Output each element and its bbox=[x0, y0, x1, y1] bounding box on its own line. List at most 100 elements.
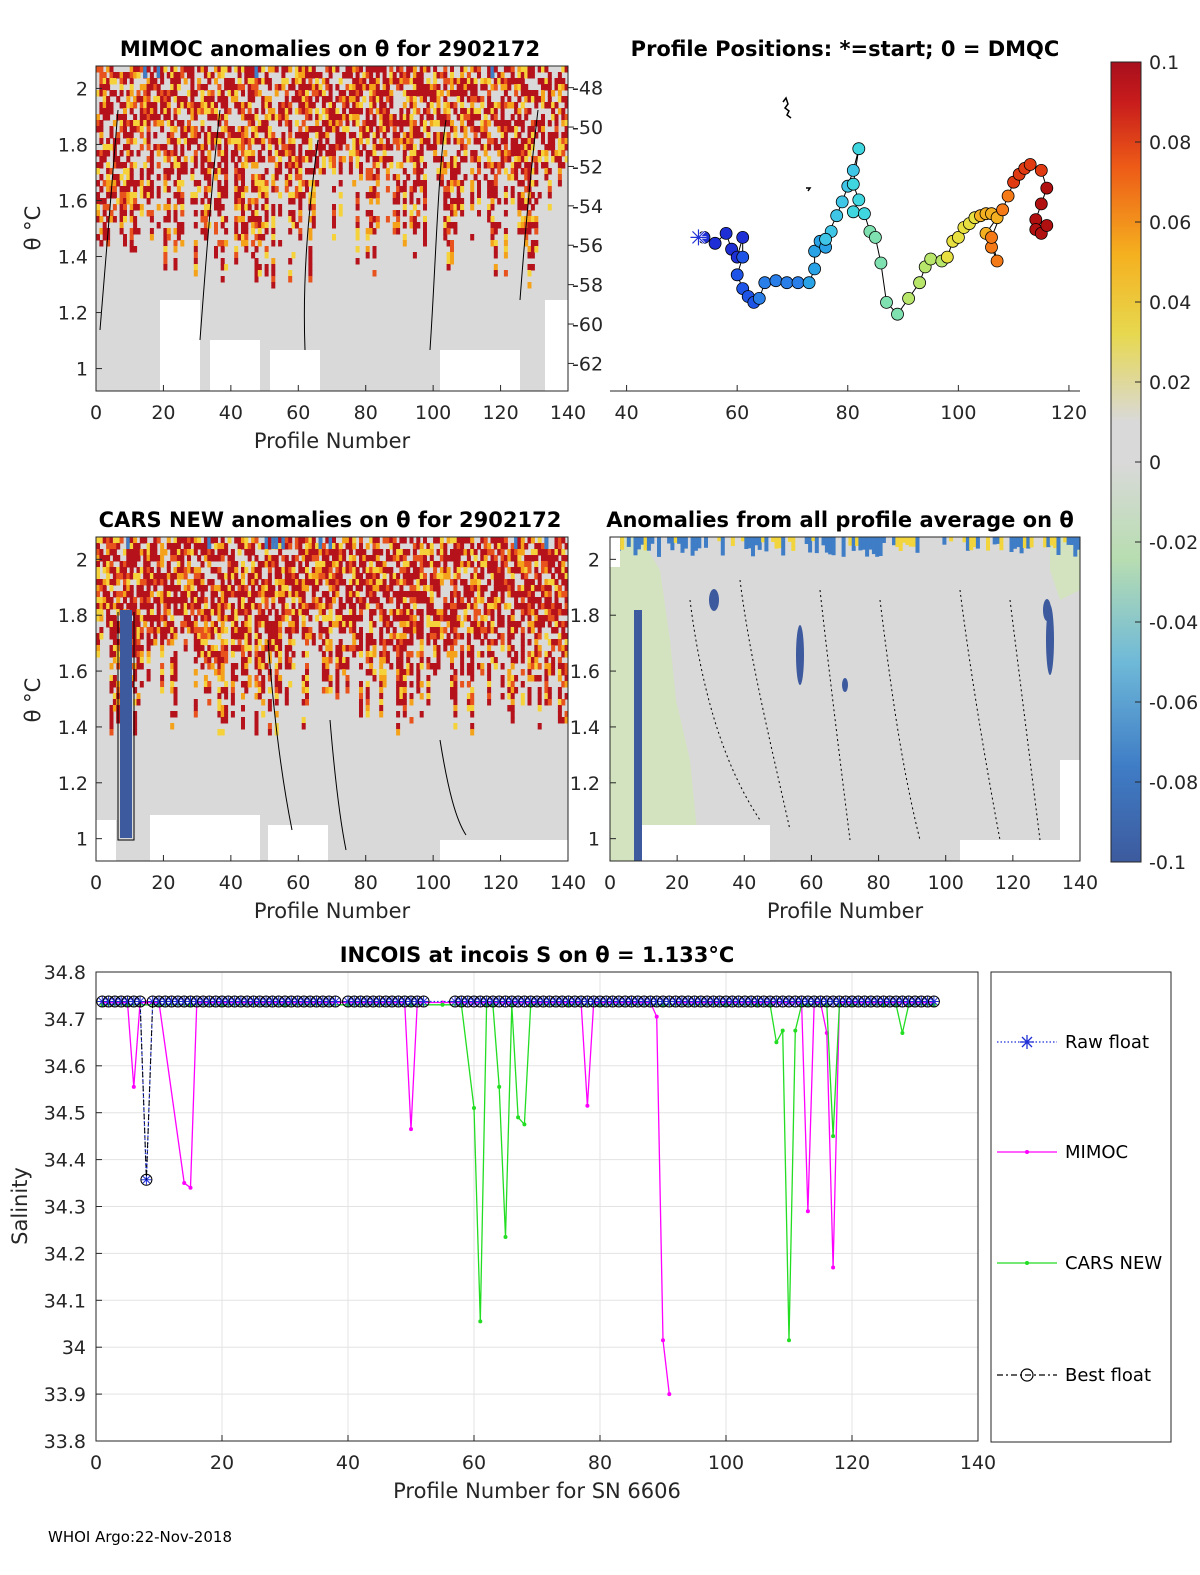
heatmap-cell bbox=[217, 705, 222, 712]
heatmap-cell bbox=[561, 561, 566, 568]
heatmap-cell bbox=[224, 162, 229, 169]
heatmap-cell bbox=[379, 585, 384, 592]
heatmap-cell bbox=[493, 555, 498, 562]
heatmap-cell bbox=[146, 114, 151, 121]
heatmap-cell bbox=[116, 543, 121, 550]
heatmap-cell bbox=[764, 537, 769, 552]
heatmap-cell bbox=[183, 621, 188, 628]
heatmap-cell bbox=[470, 84, 475, 91]
heatmap-cell bbox=[439, 627, 444, 634]
heatmap-cell bbox=[473, 126, 478, 133]
heatmap-cell bbox=[129, 561, 134, 568]
heatmap-cell bbox=[274, 150, 279, 157]
heatmap-cell bbox=[352, 102, 357, 109]
heatmap-cell bbox=[288, 627, 293, 634]
heatmap-cell bbox=[305, 96, 309, 103]
heatmap-cell bbox=[510, 543, 515, 550]
heatmap-cell bbox=[116, 537, 121, 544]
heatmap-cell bbox=[193, 246, 198, 253]
x-tick-label: 120 bbox=[482, 402, 518, 424]
heatmap-cell bbox=[230, 585, 235, 592]
heatmap-cell bbox=[193, 621, 198, 628]
heatmap-cell bbox=[328, 144, 333, 151]
heatmap-cell bbox=[493, 114, 498, 121]
heatmap-cell bbox=[241, 240, 245, 247]
heatmap-cell bbox=[365, 669, 370, 676]
heatmap-cell bbox=[544, 669, 549, 676]
heatmap-cell bbox=[321, 144, 326, 151]
heatmap-cell bbox=[112, 192, 117, 199]
heatmap-cell bbox=[308, 258, 313, 265]
heatmap-cell bbox=[173, 90, 178, 97]
heatmap-cell bbox=[453, 615, 458, 622]
heatmap-cell bbox=[163, 150, 168, 157]
heatmap-cell bbox=[335, 687, 340, 694]
y-tick-label: -60 bbox=[572, 314, 603, 336]
heatmap-cell bbox=[308, 252, 313, 259]
heatmap-cell bbox=[463, 615, 468, 622]
heatmap-cell bbox=[237, 633, 242, 640]
heatmap-cell bbox=[321, 102, 326, 109]
heatmap-cell bbox=[517, 222, 522, 229]
heatmap-cell bbox=[112, 651, 117, 658]
heatmap-cell bbox=[214, 66, 218, 73]
heatmap-cell bbox=[244, 591, 249, 598]
heatmap-cell bbox=[173, 114, 178, 121]
heatmap-cell bbox=[301, 66, 306, 73]
heatmap-cell bbox=[274, 591, 279, 598]
heatmap-cell bbox=[116, 597, 121, 604]
heatmap-cell bbox=[284, 66, 289, 73]
heatmap-cell bbox=[99, 138, 104, 145]
heatmap-cell bbox=[96, 126, 100, 133]
heatmap-cell bbox=[450, 222, 454, 229]
heatmap-cell bbox=[224, 627, 229, 634]
heatmap-cell bbox=[626, 537, 631, 547]
heatmap-cell bbox=[487, 639, 492, 646]
heatmap-cell bbox=[419, 693, 424, 700]
heatmap-cell bbox=[230, 603, 235, 610]
heatmap-cell bbox=[143, 597, 148, 604]
heatmap-cell bbox=[335, 645, 340, 652]
heatmap-cell bbox=[220, 192, 225, 199]
heatmap-cell bbox=[369, 216, 374, 223]
heatmap-cell bbox=[321, 627, 326, 634]
heatmap-cell bbox=[214, 132, 218, 139]
heatmap-cell bbox=[193, 579, 198, 586]
heatmap-cell bbox=[96, 66, 100, 73]
heatmap-cell bbox=[106, 84, 111, 91]
heatmap-cell bbox=[328, 603, 333, 610]
heatmap-cell bbox=[453, 585, 458, 592]
heatmap-cell bbox=[267, 543, 272, 550]
heatmap-cell bbox=[99, 150, 104, 157]
heatmap-cell bbox=[274, 621, 279, 628]
heatmap-cell bbox=[524, 543, 529, 550]
heatmap-cell bbox=[284, 609, 289, 616]
heatmap-cell bbox=[301, 633, 306, 640]
heatmap-cell bbox=[200, 216, 205, 223]
heatmap-cell bbox=[241, 138, 245, 145]
heatmap-cell bbox=[163, 603, 168, 610]
heatmap-cell bbox=[332, 120, 336, 127]
all-profile-x-ticks: 0 20 40 60 80 100 120 140 bbox=[604, 855, 1098, 894]
heatmap-cell bbox=[554, 84, 559, 91]
heatmap-cell bbox=[537, 579, 542, 586]
heatmap-cell bbox=[335, 591, 340, 598]
heatmap-cell bbox=[133, 102, 138, 109]
heatmap-cell bbox=[251, 603, 256, 610]
heatmap-cell bbox=[399, 537, 404, 544]
heatmap-cell bbox=[237, 72, 242, 79]
heatmap-cell bbox=[254, 555, 259, 562]
heatmap-cell bbox=[419, 591, 424, 598]
heatmap-cell bbox=[541, 591, 545, 598]
heatmap-cell bbox=[288, 120, 293, 127]
heatmap-cell bbox=[244, 126, 249, 133]
heatmap-cell bbox=[385, 615, 390, 622]
heatmap-cell bbox=[183, 126, 188, 133]
heatmap-cell bbox=[173, 108, 178, 115]
heatmap-cell bbox=[527, 282, 532, 289]
heatmap-cell bbox=[288, 162, 293, 169]
heatmap-cell bbox=[274, 633, 279, 640]
heatmap-cell bbox=[443, 108, 448, 115]
heatmap-cell bbox=[119, 162, 124, 169]
heatmap-cell bbox=[102, 198, 107, 205]
